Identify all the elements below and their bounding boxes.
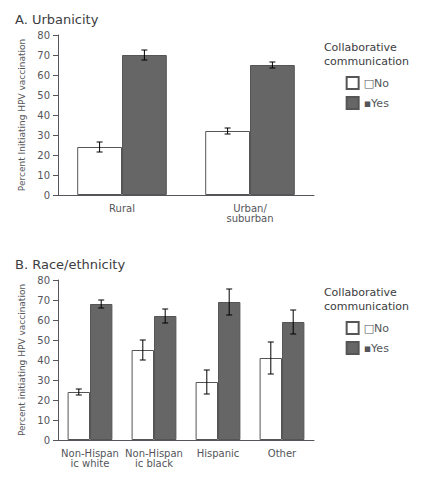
- svg-text:▪Yes: ▪Yes: [364, 342, 389, 355]
- svg-text:communication: communication: [324, 300, 409, 313]
- svg-text:70: 70: [37, 50, 50, 61]
- svg-text:B. Race/ethnicity: B. Race/ethnicity: [15, 257, 125, 272]
- svg-text:□No: □No: [364, 77, 390, 90]
- svg-text:Percent initiating HPV vaccina: Percent initiating HPV vaccination: [17, 284, 27, 436]
- svg-text:ic white: ic white: [71, 458, 110, 469]
- svg-text:40: 40: [37, 110, 50, 121]
- svg-text:80: 80: [37, 30, 50, 41]
- svg-text:30: 30: [37, 130, 50, 141]
- svg-text:80: 80: [37, 275, 50, 286]
- svg-text:Hispanic: Hispanic: [197, 448, 240, 459]
- svg-text:20: 20: [37, 150, 50, 161]
- svg-text:ic black: ic black: [135, 458, 173, 469]
- svg-text:60: 60: [37, 315, 50, 326]
- svg-text:0: 0: [44, 190, 50, 201]
- svg-text:Collaborative: Collaborative: [324, 41, 397, 54]
- svg-text:50: 50: [37, 90, 50, 101]
- svg-text:Urban/: Urban/: [233, 202, 267, 214]
- svg-text:Collaborative: Collaborative: [324, 286, 397, 299]
- svg-text:50: 50: [37, 335, 50, 346]
- svg-text:Non-Hispan: Non-Hispan: [125, 447, 183, 459]
- svg-text:70: 70: [37, 295, 50, 306]
- svg-text:A. Urbanicity: A. Urbanicity: [15, 12, 99, 27]
- svg-text:0: 0: [44, 435, 50, 446]
- svg-text:40: 40: [37, 355, 50, 366]
- svg-text:suburban: suburban: [226, 213, 273, 224]
- svg-text:20: 20: [37, 395, 50, 406]
- svg-text:Other: Other: [268, 448, 297, 459]
- svg-text:Percent Initiating HPV vaccina: Percent Initiating HPV vaccination: [17, 39, 27, 191]
- svg-text:□No: □No: [364, 322, 390, 335]
- svg-text:communication: communication: [324, 55, 409, 68]
- svg-text:30: 30: [37, 375, 50, 386]
- svg-text:▪Yes: ▪Yes: [364, 97, 389, 110]
- svg-text:Non-Hispan: Non-Hispan: [61, 447, 119, 459]
- svg-text:10: 10: [37, 415, 50, 426]
- svg-text:10: 10: [37, 170, 50, 181]
- svg-text:60: 60: [37, 70, 50, 81]
- svg-text:Rural: Rural: [109, 203, 135, 214]
